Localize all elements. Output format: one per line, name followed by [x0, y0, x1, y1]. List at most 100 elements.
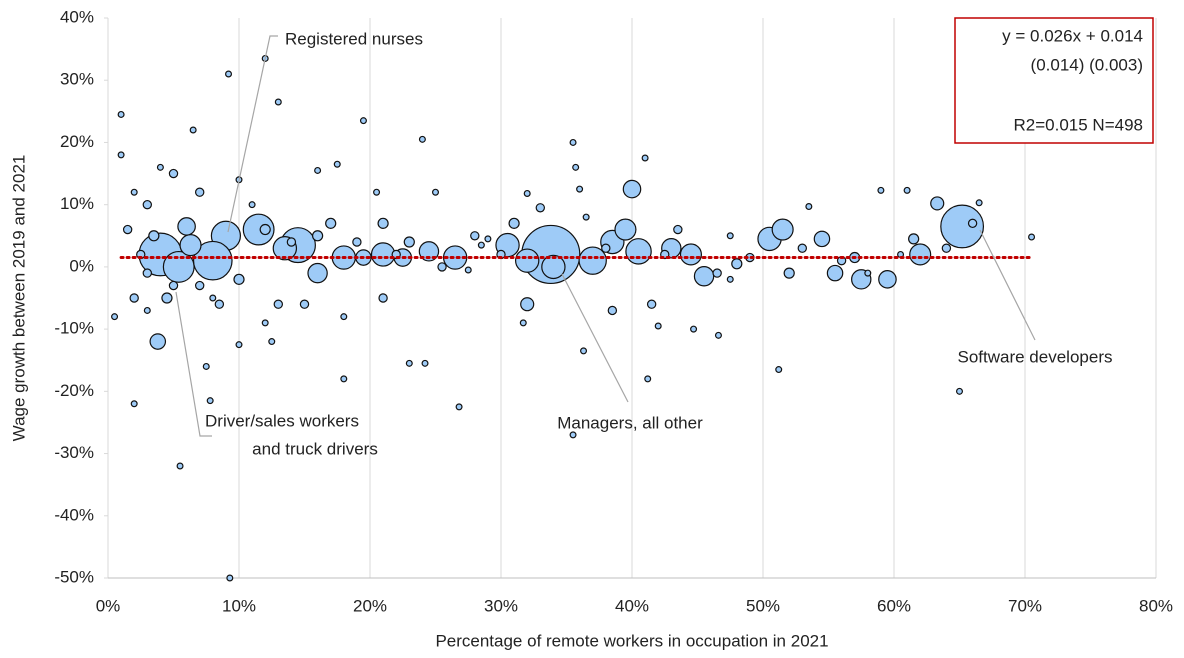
- bubble: [646, 299, 657, 309]
- bubble: [176, 462, 184, 470]
- bubble: [130, 188, 138, 196]
- y-tick-label: 30%: [60, 70, 94, 89]
- bubble: [967, 218, 978, 229]
- bubble: [314, 166, 322, 174]
- bubble: [484, 235, 492, 243]
- bubble: [813, 230, 831, 248]
- bubble: [654, 322, 662, 330]
- bubble: [726, 275, 734, 283]
- bubble: [601, 243, 611, 253]
- bubble: [179, 234, 202, 257]
- bubble: [535, 203, 546, 213]
- y-tick-label: -40%: [54, 505, 94, 524]
- leader-line: [979, 229, 1036, 341]
- y-axis-title: Wage growth between 2019 and 2021: [9, 155, 28, 442]
- bubble: [582, 213, 590, 221]
- bubble: [477, 241, 485, 249]
- bubble: [192, 240, 233, 281]
- bubble: [129, 293, 139, 303]
- bubble: [214, 299, 225, 309]
- annotation: Software developers: [958, 347, 1113, 366]
- annotation: Managers, all other: [557, 413, 703, 432]
- bubble: [941, 243, 952, 253]
- x-tick-label: 40%: [615, 596, 649, 615]
- bubble: [903, 186, 911, 194]
- bubble: [168, 280, 179, 291]
- x-tick-label: 0%: [96, 596, 121, 615]
- bubble: [233, 273, 245, 285]
- y-tick-label: 20%: [60, 132, 94, 151]
- bubble: [712, 268, 722, 278]
- bubble: [333, 160, 341, 168]
- bubble: [877, 186, 885, 194]
- bubble: [775, 366, 783, 374]
- bubble: [455, 403, 463, 411]
- bubble: [286, 237, 297, 247]
- bubble: [235, 341, 243, 349]
- x-tick-label: 30%: [484, 596, 518, 615]
- bubble: [520, 297, 535, 312]
- bubble: [421, 359, 429, 367]
- bubble: [975, 199, 983, 207]
- regression-text: R2=0.015 N=498: [1014, 115, 1144, 134]
- x-tick-label: 80%: [1139, 596, 1173, 615]
- bubble: [1028, 233, 1036, 241]
- bubble: [352, 237, 362, 247]
- bubble: [442, 245, 468, 270]
- bubble: [117, 110, 125, 118]
- bubble: [209, 294, 217, 302]
- bubble: [259, 223, 271, 236]
- bubble: [572, 163, 580, 171]
- bubble: [878, 270, 897, 289]
- bubble: [359, 117, 367, 125]
- bubble: [378, 293, 388, 303]
- bubble: [908, 233, 920, 245]
- bubble: [307, 262, 328, 284]
- bubble: [805, 203, 813, 211]
- bubble: [248, 201, 256, 209]
- bubble: [202, 362, 210, 370]
- bubble: [797, 243, 808, 253]
- bubble: [470, 231, 480, 241]
- bubble: [311, 230, 324, 242]
- annotation: Driver/sales workers: [205, 411, 359, 430]
- bubble: [641, 154, 649, 162]
- bubble: [523, 189, 531, 197]
- bubble: [432, 188, 440, 196]
- y-tick-label: -20%: [54, 381, 94, 400]
- bubble: [625, 238, 652, 265]
- bubble: [117, 151, 125, 159]
- bubble: [206, 397, 214, 405]
- leader-line: [561, 273, 629, 403]
- bubble: [142, 199, 153, 210]
- bubble: [111, 313, 119, 321]
- bubble: [731, 258, 743, 270]
- bubble: [130, 400, 138, 408]
- bubble: [622, 179, 642, 199]
- bubble: [142, 268, 153, 278]
- bubble: [156, 163, 164, 171]
- bubble: [690, 325, 698, 333]
- bubble: [274, 98, 282, 106]
- bubble: [268, 338, 276, 346]
- y-tick-label: 10%: [60, 194, 94, 213]
- bubble: [464, 266, 472, 274]
- leader-line: [227, 35, 278, 233]
- y-tick-label: 0%: [69, 256, 94, 275]
- bubble: [177, 217, 196, 236]
- bubble: [909, 243, 932, 266]
- bubble: [783, 267, 795, 279]
- bubble: [242, 213, 275, 246]
- x-tick-label: 20%: [353, 596, 387, 615]
- annotation: Registered nurses: [285, 29, 423, 48]
- bubble: [189, 126, 197, 134]
- bubble: [340, 313, 348, 321]
- bubble: [340, 375, 348, 383]
- y-tick-label: -30%: [54, 443, 94, 462]
- bubble: [679, 243, 703, 266]
- bubble: [644, 375, 652, 383]
- bubble: [226, 574, 234, 582]
- bubble: [614, 218, 637, 241]
